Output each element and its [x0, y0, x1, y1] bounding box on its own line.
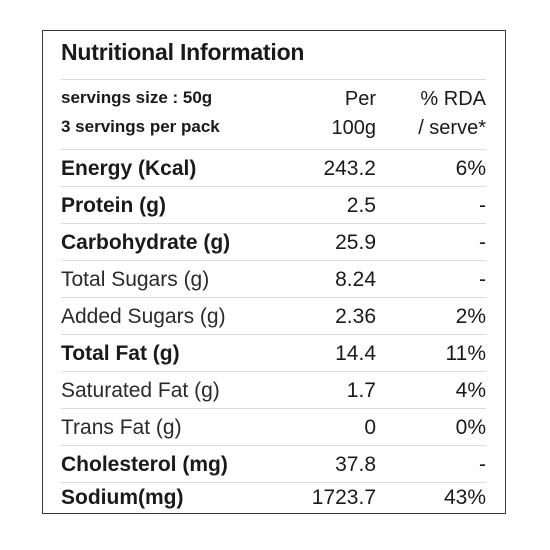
per-100g-value: 1723.7 — [311, 486, 376, 509]
nutrient-name: Sodium(mg) — [61, 486, 184, 509]
rda-value: - — [479, 231, 486, 254]
per-100g-value: 2.5 — [346, 194, 376, 217]
nutrition-panel: Nutritional Information servings size : … — [42, 30, 506, 514]
rda-value: 0% — [455, 416, 486, 439]
table-row: Total Sugars (g) 8.24 - — [61, 260, 486, 297]
table-row: Energy (Kcal) 243.2 6% — [61, 149, 486, 186]
rda-value: 2% — [455, 305, 486, 328]
per-100g-value: 25.9 — [335, 231, 376, 254]
per-100g-value: 1.7 — [346, 379, 376, 402]
nutrient-name: Protein (g) — [61, 194, 166, 217]
table-row: Saturated Fat (g) 1.7 4% — [61, 371, 486, 408]
table-row: Added Sugars (g) 2.36 2% — [61, 297, 486, 334]
serving-size-label: servings size : 50g — [61, 88, 213, 107]
nutrient-name: Added Sugars (g) — [61, 305, 226, 328]
table-row: Cholesterol (mg) 37.8 - — [61, 445, 486, 482]
nutrient-name: Saturated Fat (g) — [61, 379, 220, 402]
rda-value: 43% — [443, 486, 486, 509]
per-100g-value: 243.2 — [323, 157, 376, 180]
rda-header-line1: % RDA — [420, 88, 486, 110]
per-header-line1: Per — [344, 88, 376, 110]
per-header-line2: 100g — [331, 117, 377, 139]
rda-value: - — [479, 453, 486, 476]
rda-value: 11% — [445, 342, 486, 365]
nutrient-name: Energy (Kcal) — [61, 157, 197, 180]
nutrient-name: Total Sugars (g) — [61, 268, 210, 291]
table-row: Sodium(mg) 1723.7 43% — [61, 482, 486, 512]
table-row: Protein (g) 2.5 - — [61, 186, 486, 223]
rda-value: 6% — [455, 157, 486, 180]
nutrient-name: Carbohydrate (g) — [61, 231, 231, 254]
per-100g-value: 37.8 — [335, 453, 376, 476]
panel-title: Nutritional Information — [61, 39, 305, 65]
table-row: Trans Fat (g) 0 0% — [61, 408, 486, 445]
per-100g-value: 8.24 — [335, 268, 376, 291]
servings-per-pack-label: 3 servings per pack — [61, 117, 220, 136]
per-100g-value: 2.36 — [335, 305, 376, 328]
per-100g-value: 0 — [364, 416, 376, 439]
table-row: Total Fat (g) 14.4 11% — [61, 334, 486, 371]
table-row: Carbohydrate (g) 25.9 - — [61, 223, 486, 260]
rda-header-line2: / serve* — [418, 117, 486, 139]
nutrient-name: Cholesterol (mg) — [61, 453, 228, 476]
nutrient-name: Total Fat (g) — [61, 342, 180, 365]
rda-value: 4% — [455, 379, 486, 402]
rda-value: - — [479, 268, 486, 291]
header-row: servings size : 50g 3 servings per pack … — [61, 79, 486, 149]
rda-value: - — [479, 194, 486, 217]
nutrient-name: Trans Fat (g) — [61, 416, 182, 439]
per-100g-value: 14.4 — [335, 342, 376, 365]
